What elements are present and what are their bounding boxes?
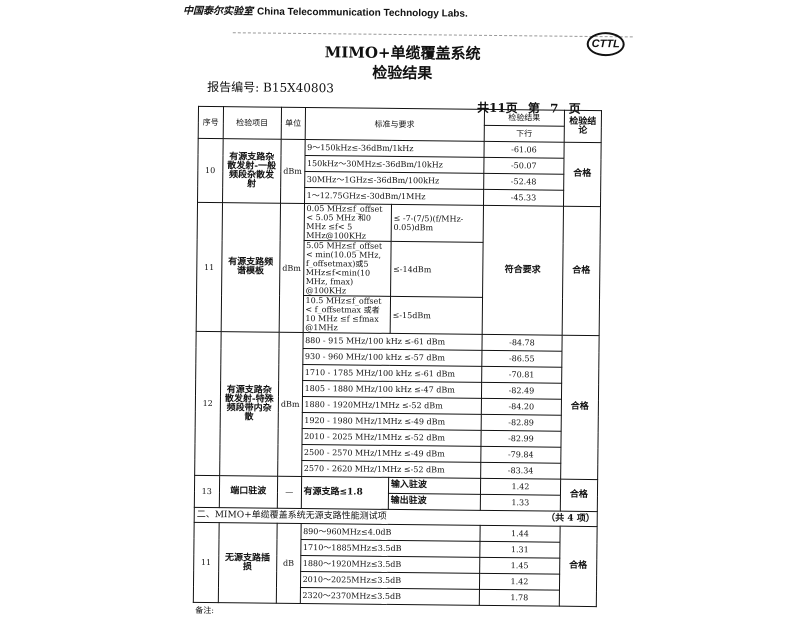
table-row: 11 有源支路频谱模板 dBm 0.05 MHz≤f_offset < 5.05 MH… — [196, 202, 601, 336]
results-table: 序号 检验项目 单位 标准与要求 检验结果 检验结论 下行 10 有源支路杂散发射… — [193, 106, 602, 622]
table-header: 序号 检验项目 单位 标准与要求 检验结果 检验结论 — [198, 106, 602, 143]
divider — [232, 32, 633, 38]
lab-header: 中国泰尔实验室 China Telecommunication Technolog… — [182, 5, 468, 20]
document-page: 中国泰尔实验室 China Telecommunication Technolog… — [182, 5, 633, 615]
table-body: 10 有源支路杂散发射-一般频段杂散发射 dBm 9～150kHz≤-36dBm/1k… — [193, 138, 602, 622]
report-number: 报告编号: B15X40803 — [207, 79, 334, 96]
note-row: 备注: — [195, 605, 214, 616]
